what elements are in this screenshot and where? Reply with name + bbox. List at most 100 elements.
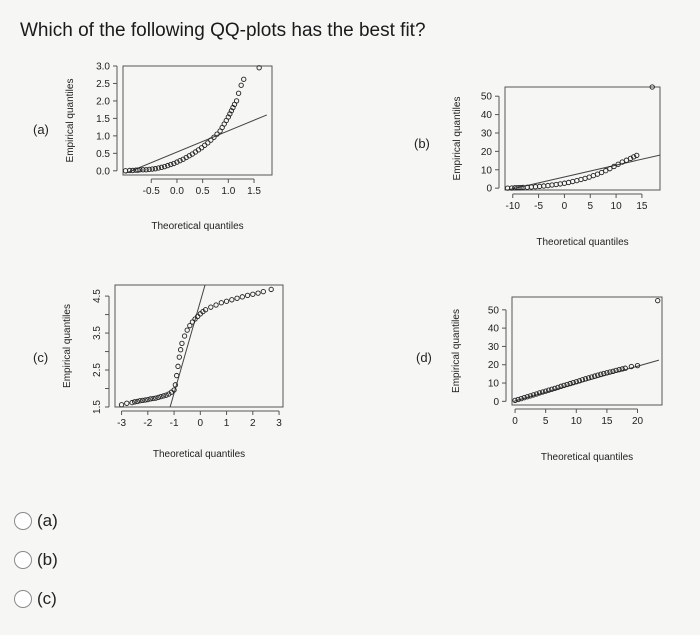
data-point [255,290,261,296]
x-tick-label: 15 [636,201,648,212]
data-point [603,168,609,174]
x-axis-title: Theoretical quantiles [536,237,628,248]
option-c[interactable]: (c) [14,588,58,610]
data-point [518,184,524,191]
x-tick-label: -0.5 [143,186,161,197]
radio-b[interactable] [14,551,32,569]
data-point [527,393,534,399]
x-tick-label: 0.5 [196,186,210,197]
x-tick-label: 0 [562,201,568,212]
plot-frame [122,65,273,176]
data-point [208,137,214,143]
data-point [161,163,168,170]
data-point [628,363,635,370]
data-point [634,362,641,369]
data-point [515,396,521,403]
radio-c[interactable] [14,590,32,608]
option-c-label: (c) [37,589,57,608]
data-point [158,164,165,170]
data-point [555,384,561,391]
data-point [176,354,182,360]
data-point [601,370,607,377]
data-point [152,166,159,172]
y-axis-title: Empirical quantiles [451,309,462,393]
data-point [619,159,625,165]
data-point [132,399,138,405]
data-point [124,400,130,406]
data-point [172,382,179,388]
y-tick-label: 2.0 [96,96,110,107]
data-point [147,396,154,402]
option-b-label: (b) [37,550,58,569]
data-point [143,167,149,173]
data-point [619,366,625,372]
data-point [177,347,184,353]
data-point [214,131,220,137]
data-point [552,385,558,391]
y-tick-label: 20 [488,360,500,371]
data-point [134,398,140,405]
data-point [142,397,148,403]
data-point [234,295,240,301]
y-tick-label: 3.0 [96,62,110,73]
y-tick-label: 10 [481,165,493,176]
x-tick-label: -10 [506,201,521,212]
x-tick-label: -5 [534,201,543,212]
plot-frame [114,284,284,408]
data-point [530,392,537,398]
question-text: Which of the following QQ-plots has the … [20,20,426,41]
data-point [230,104,236,111]
data-point [165,162,171,169]
y-tick-label: 2.5 [96,79,110,90]
y-tick-label: 10 [488,379,500,390]
x-tick-label: 1 [224,418,230,429]
data-point [518,395,524,402]
data-point [145,396,151,403]
data-point [567,380,573,387]
x-tick-label: -1 [170,418,179,429]
x-tick-label: 1.0 [221,186,235,197]
data-point [146,166,152,173]
data-point [623,157,630,163]
data-point [598,169,605,176]
y-tick-label: 3.5 [92,326,103,340]
data-point [256,65,262,71]
data-point [241,76,247,82]
x-axis-title: Theoretical quantiles [541,452,633,463]
data-point [233,98,240,104]
y-tick-label: 0 [493,397,499,408]
x-axis-title: Theoretical quantiles [151,221,243,232]
data-point [139,397,146,403]
data-point [549,386,555,392]
y-tick-label: 50 [488,305,500,316]
data-point [211,134,217,140]
data-point [607,166,613,172]
x-tick-label: 10 [611,201,623,212]
data-point [611,163,617,170]
data-point [205,140,211,146]
y-tick-label: 1.5 [92,400,103,414]
data-point [536,390,543,396]
radio-a[interactable] [14,512,32,530]
x-tick-label: 3 [276,418,282,429]
data-point [598,371,604,377]
data-point [149,166,155,172]
data-point [539,389,546,395]
data-point [627,155,634,162]
data-point [558,383,564,389]
data-point [561,382,567,389]
data-point [187,323,193,329]
data-point [189,319,196,325]
y-axis-title: Empirical quantiles [452,97,463,181]
data-point [260,289,266,295]
data-point [533,391,540,397]
y-tick-label: 30 [481,128,493,139]
data-point [135,167,141,173]
option-a[interactable]: (a) [14,510,58,532]
data-point [184,327,190,333]
data-point [153,395,159,401]
data-point [213,302,219,308]
option-b[interactable]: (b) [14,549,58,571]
x-tick-label: 10 [571,416,583,427]
